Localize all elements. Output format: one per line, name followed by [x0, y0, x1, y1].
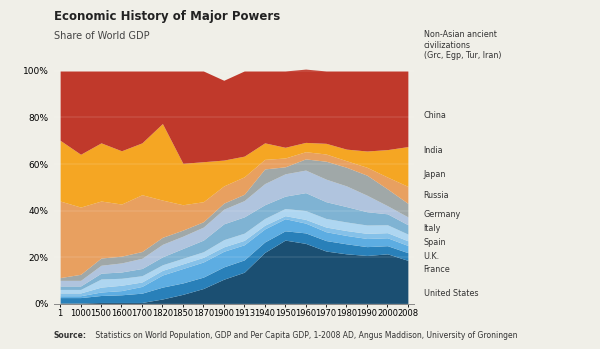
Text: United States: United States [424, 289, 478, 298]
Text: Statistics on World Population, GDP and Per Capita GDP, 1-2008 AD, Angus Maddiso: Statistics on World Population, GDP and … [93, 331, 517, 340]
Text: Spain: Spain [424, 238, 446, 247]
Text: China: China [424, 111, 446, 120]
Text: Japan: Japan [424, 170, 446, 179]
Text: Share of World GDP: Share of World GDP [54, 31, 149, 42]
Text: Italy: Italy [424, 224, 441, 233]
Text: Economic History of Major Powers: Economic History of Major Powers [54, 10, 280, 23]
Text: Non-Asian ancient
civilizations
(Grc, Egp, Tur, Iran): Non-Asian ancient civilizations (Grc, Eg… [424, 30, 501, 60]
Text: Russia: Russia [424, 191, 449, 200]
Text: India: India [424, 146, 443, 155]
Text: France: France [424, 265, 451, 274]
Text: Germany: Germany [424, 210, 461, 219]
Text: U.K.: U.K. [424, 252, 440, 261]
Text: Source:: Source: [54, 331, 87, 340]
